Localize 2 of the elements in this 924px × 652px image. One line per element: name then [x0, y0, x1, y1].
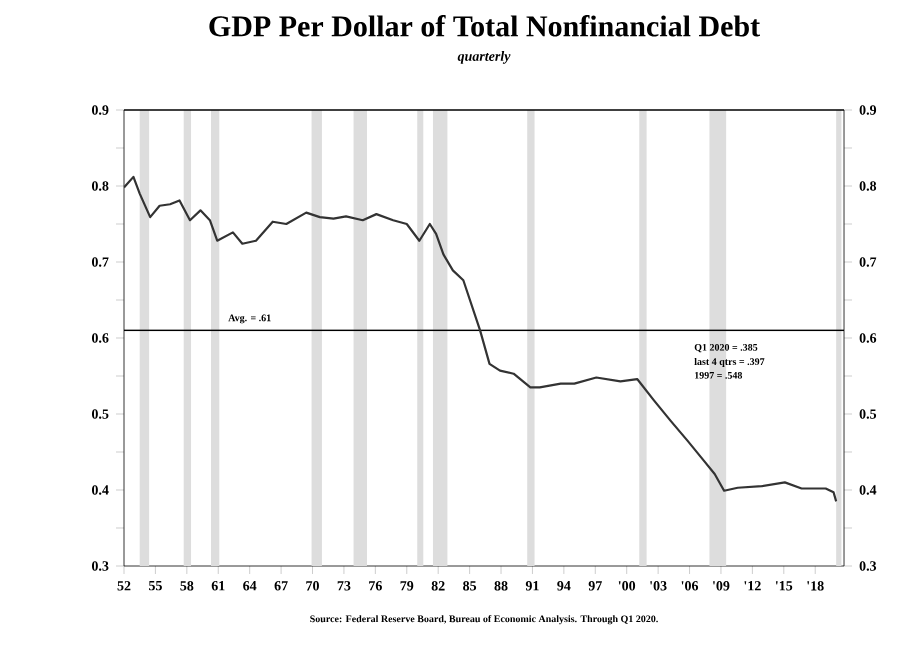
chart-title: GDP Per Dollar of Total Nonfinancial Debt — [209, 15, 760, 37]
line-series — [124, 175, 838, 503]
